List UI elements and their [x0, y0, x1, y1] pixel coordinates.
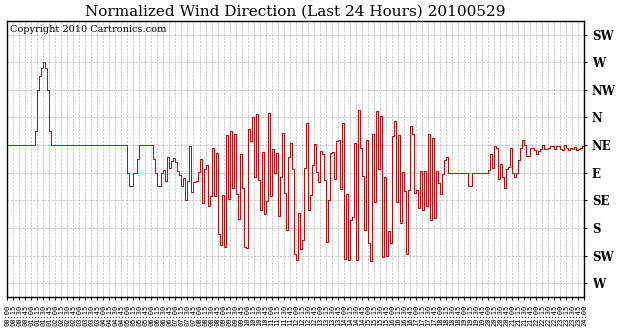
Text: Copyright 2010 Cartronics.com: Copyright 2010 Cartronics.com [10, 25, 166, 34]
Title: Normalized Wind Direction (Last 24 Hours) 20100529: Normalized Wind Direction (Last 24 Hours… [86, 4, 506, 18]
